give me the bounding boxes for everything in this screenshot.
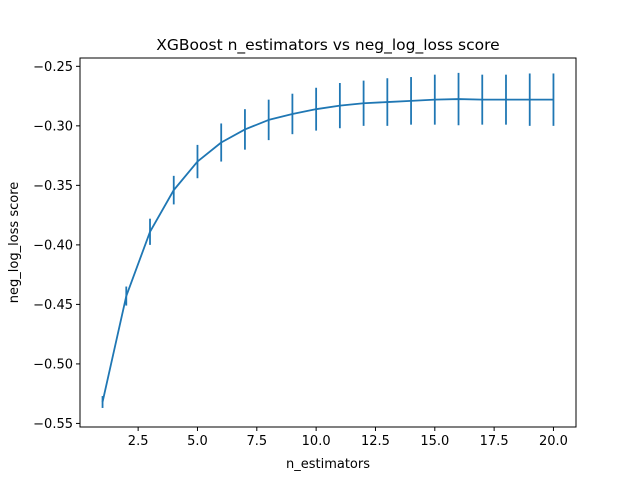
x-tick-label: 20.0 [539,434,568,449]
y-tick-label: −0.25 [33,60,73,75]
y-tick-label: −0.45 [33,298,73,313]
y-axis-label: neg_log_loss score [7,182,22,303]
x-tick-label: 7.5 [246,434,267,449]
series-line [101,98,554,403]
y-tick-label: −0.35 [33,179,73,194]
x-tick-label: 15.0 [420,434,449,449]
x-axis: 2.5 5.0 7.5 10.0 12.5 15.0 17.5 20.0 [128,427,568,449]
y-axis: −0.55 −0.50 −0.45 −0.40 −0.35 −0.30 −0.25 [33,60,80,432]
x-tick-label: 12.5 [361,434,390,449]
y-tick-label: −0.30 [33,119,73,134]
y-tick-label: −0.50 [33,357,73,372]
y-tick-label: −0.55 [33,417,73,432]
y-tick-label: −0.40 [33,238,73,253]
x-tick-label: 17.5 [480,434,509,449]
plot-area [101,72,555,408]
x-tick-label: 5.0 [187,434,208,449]
x-tick-label: 10.0 [302,434,331,449]
chart-title: XGBoost n_estimators vs neg_log_loss sco… [156,36,499,55]
x-axis-label: n_estimators [286,457,370,472]
axes-frame [79,57,577,428]
x-tick-label: 2.5 [128,434,149,449]
